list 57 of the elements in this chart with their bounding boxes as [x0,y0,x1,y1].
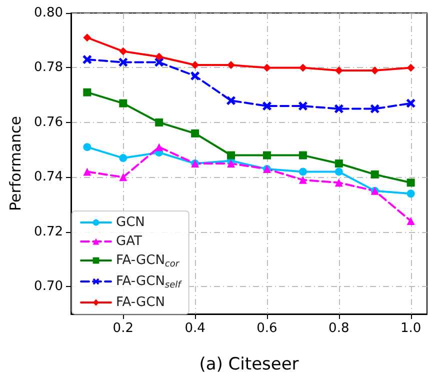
y-tick-label: 0.72 [34,224,63,240]
point [155,118,164,126]
point [83,34,92,42]
x-tick-label: 1.0 [400,321,422,336]
point [119,173,128,182]
point [262,102,272,111]
point [334,168,343,176]
y-tick-label: 0.76 [34,114,63,130]
point [298,168,307,176]
x-tick-label: 0.8 [328,321,350,336]
point [334,104,344,114]
point [262,64,271,72]
point [83,88,92,96]
point [190,71,200,80]
point [155,52,164,61]
point [82,55,92,64]
point [370,66,379,74]
point [334,160,343,168]
point [118,58,128,67]
point [155,143,164,152]
y-tick-label: 0.80 [34,6,63,20]
point [298,64,307,72]
point [83,168,92,176]
point [119,99,128,108]
point [406,178,415,187]
y-tick-label: 0.70 [34,279,63,294]
x-tick-label: 0.6 [256,321,278,336]
point [226,96,236,106]
point [298,176,307,184]
legend-label: GAT [116,234,142,249]
x-tick-label: 0.2 [112,321,134,336]
point [298,151,307,160]
y-tick-label: 0.78 [34,60,63,76]
point [370,170,379,178]
x-tick-label: 0.4 [184,321,206,336]
point [119,154,128,162]
point [334,66,343,74]
point [406,98,416,108]
point [334,178,343,187]
legend-label: FA-GCN [116,295,165,310]
point [191,129,200,138]
point [119,47,128,56]
y-tick-label: 0.74 [34,170,63,185]
point [83,143,92,152]
point [406,190,415,198]
y-axis-title: Performance [6,116,24,212]
point [227,160,236,168]
point [370,104,380,114]
x-axis-title: (a) Citeseer [199,354,299,374]
point [262,151,271,160]
point [406,64,415,72]
legend-label: GCN [116,215,145,230]
point [227,151,236,160]
point [154,58,164,67]
point [406,216,415,225]
point [227,60,236,69]
point [298,102,308,111]
